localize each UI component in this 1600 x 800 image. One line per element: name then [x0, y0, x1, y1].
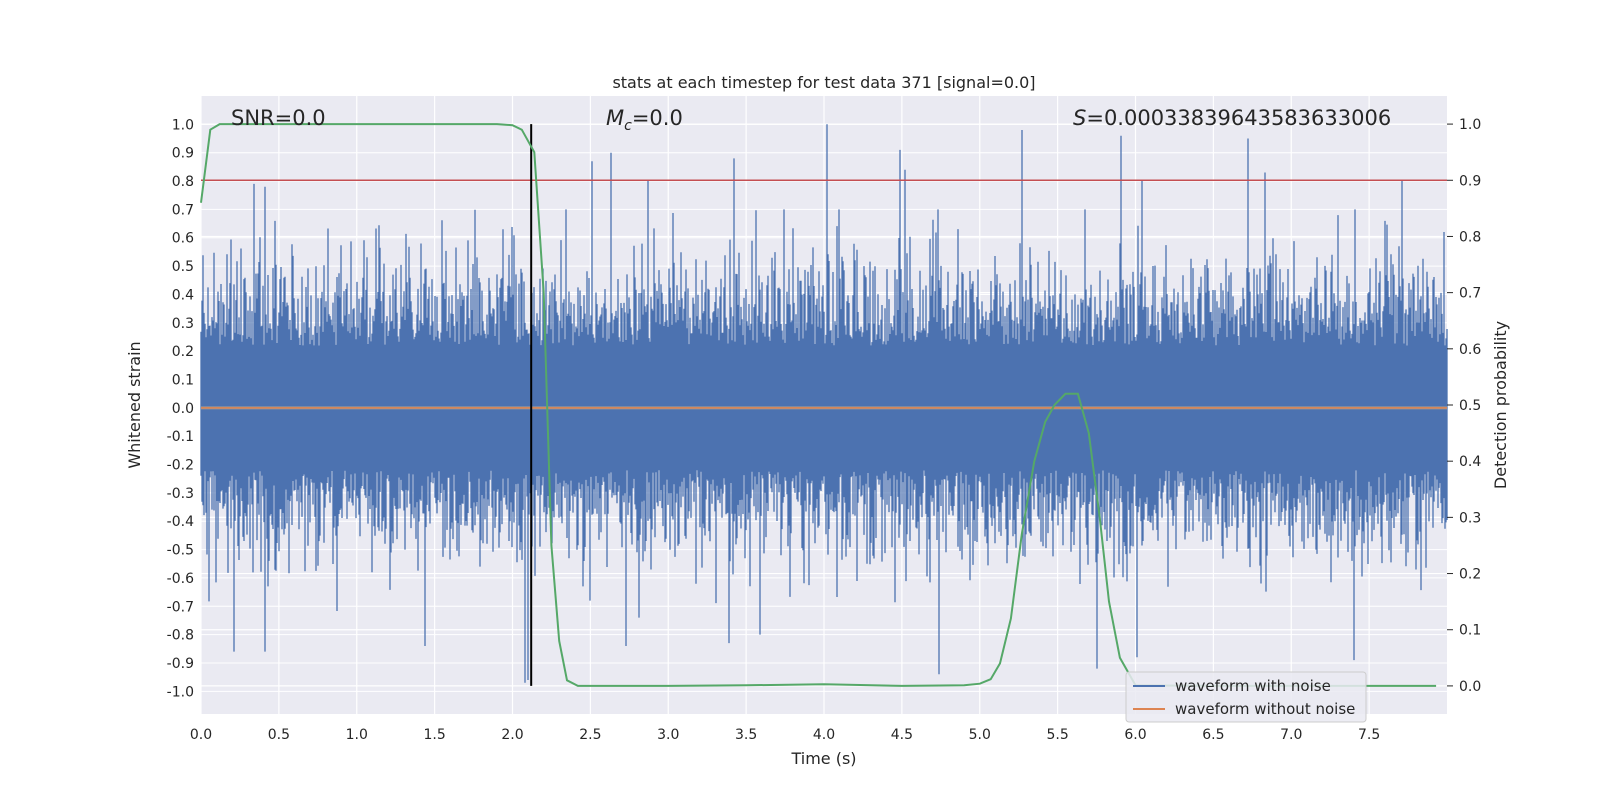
- legend-box: [1125, 671, 1367, 723]
- y-tick-label-left: -0.8: [167, 628, 194, 644]
- mc-value: =0.0: [632, 106, 683, 130]
- y-tick-label-left: 0.8: [172, 174, 194, 190]
- s-value: =0.00033839643583633006: [1086, 106, 1391, 130]
- x-tick-label: 4.5: [891, 727, 913, 743]
- noise-dense-band: [201, 351, 1447, 457]
- y-tick-label-left: -0.7: [167, 599, 194, 615]
- x-tick-label: 7.0: [1280, 727, 1302, 743]
- legend-label-waveform-with-noise: waveform with noise: [1175, 677, 1331, 695]
- y-axis-label-left: Whitened strain: [125, 341, 144, 468]
- y-tick-label-left: 0.6: [172, 231, 194, 247]
- x-tick-label: 1.0: [346, 727, 368, 743]
- legend: waveform with noise waveform without noi…: [1125, 671, 1367, 723]
- x-tick-label: 0.0: [190, 727, 212, 743]
- y-tick-label-left: -0.9: [167, 656, 194, 672]
- s-symbol: S: [1073, 106, 1086, 130]
- x-tick-label: 3.5: [735, 727, 757, 743]
- y-tick-label-right: 0.4: [1459, 454, 1481, 470]
- y-tick-label-left: -0.5: [167, 543, 194, 559]
- y-tick-label-left: 0.2: [172, 344, 194, 360]
- s-annotation: S=0.00033839643583633006: [1073, 106, 1391, 130]
- x-tick-label: 0.5: [268, 727, 290, 743]
- chart-title: stats at each timestep for test data 371…: [612, 73, 1035, 92]
- y-tick-label-left: -0.3: [167, 486, 194, 502]
- mc-subscript: c: [624, 118, 632, 134]
- mc-symbol: M: [606, 106, 624, 130]
- x-tick-label: 3.0: [657, 727, 679, 743]
- chirp-mass-annotation: Mc=0.0: [606, 106, 683, 134]
- y-tick-label-left: 0.3: [172, 316, 194, 332]
- x-tick-label: 6.5: [1202, 727, 1224, 743]
- y-tick-label-left: -0.6: [167, 571, 194, 587]
- y-axis-label-right: Detection probability: [1491, 321, 1510, 489]
- y-tick-label-right: 0.5: [1459, 398, 1481, 414]
- x-axis-label: Time (s): [790, 749, 856, 768]
- axes-layer: 0.0 0.5 1.0 1.5 2.0 2.5 3.0 3.5 4.0 4.5 5.0 5.5 6.0 6…: [167, 117, 1482, 743]
- y-tick-label-left: 0.0: [172, 401, 194, 417]
- noise-waveform: [200, 124, 1448, 683]
- y-tick-label-right: 0.7: [1459, 286, 1481, 302]
- x-tick-label: 5.0: [969, 727, 991, 743]
- y-tick-label-left: -0.1: [167, 429, 194, 445]
- x-tick-label: 7.5: [1358, 727, 1380, 743]
- y-tick-label-left: 0.9: [172, 146, 194, 162]
- y-tick-label-right: 0.3: [1459, 510, 1481, 526]
- detection-probability-curve: [200, 123, 1437, 687]
- y-tick-label-right: 0.2: [1459, 567, 1481, 583]
- y-tick-label-right: 0.6: [1459, 342, 1481, 358]
- x-tick-label: 6.0: [1124, 727, 1146, 743]
- y-tick-label-left: 0.1: [172, 372, 194, 388]
- y-tick-label-left: -1.0: [167, 684, 194, 700]
- y-tick-label-right: 0.1: [1459, 623, 1481, 639]
- x-tick-label: 4.0: [813, 727, 835, 743]
- snr-annotation: SNR=0.0: [231, 106, 326, 130]
- x-tick-label: 1.5: [423, 727, 445, 743]
- y-tick-label-right: 0.9: [1459, 173, 1481, 189]
- legend-label-waveform-without-noise: waveform without noise: [1175, 700, 1355, 718]
- y-tick-label-left: 0.4: [172, 287, 194, 303]
- y-tick-label-left: -0.2: [167, 458, 194, 474]
- x-tick-label: 2.0: [501, 727, 523, 743]
- series-layer: [200, 123, 1447, 687]
- y-tick-label-right: 0.0: [1459, 679, 1481, 695]
- y-tick-label-left: 0.5: [172, 259, 194, 275]
- y-tick-label-left: 1.0: [172, 117, 194, 133]
- y-tick-label-right: 0.8: [1459, 229, 1481, 245]
- y-tick-label-left: 0.7: [172, 202, 194, 218]
- x-tick-label: 5.5: [1046, 727, 1068, 743]
- y-tick-label-right: 1.0: [1459, 117, 1481, 133]
- y-tick-label-left: -0.4: [167, 514, 194, 530]
- x-tick-label: 2.5: [579, 727, 601, 743]
